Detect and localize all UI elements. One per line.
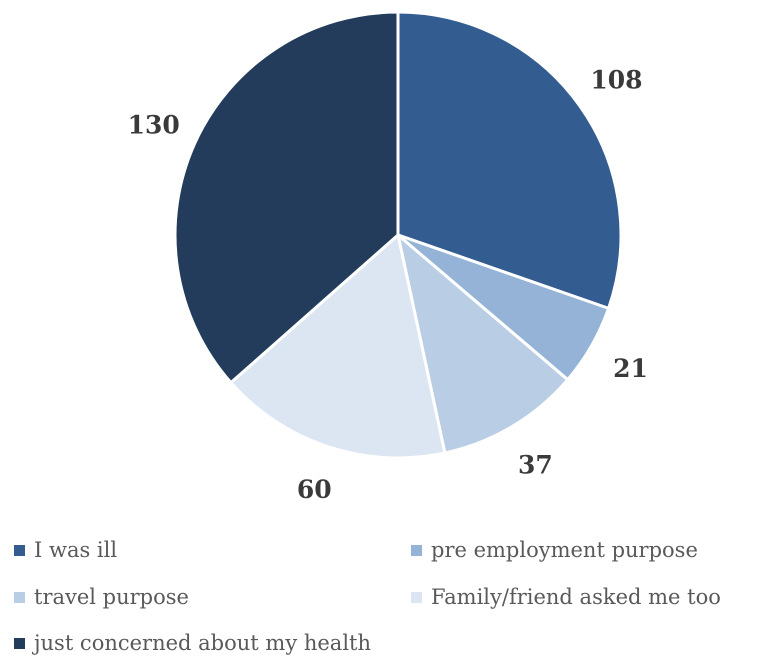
pie-slice-1 [396,10,623,310]
pie-slices [173,10,623,460]
pie-slice-5 [173,10,400,385]
pie-slice-3 [396,233,570,455]
pie-slice-4 [229,233,447,460]
data-label-2: 21 [613,354,648,383]
data-label-3: 37 [518,451,553,480]
data-label-4: 60 [297,475,332,504]
data-label-1: 108 [590,65,642,94]
data-label-5: 130 [128,110,180,139]
pie-data-labels: 108 21 37 60 130 [128,65,648,504]
